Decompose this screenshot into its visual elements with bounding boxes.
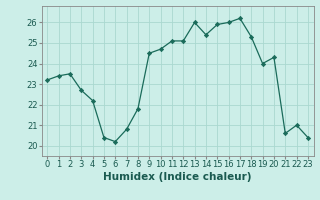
X-axis label: Humidex (Indice chaleur): Humidex (Indice chaleur) [103, 172, 252, 182]
